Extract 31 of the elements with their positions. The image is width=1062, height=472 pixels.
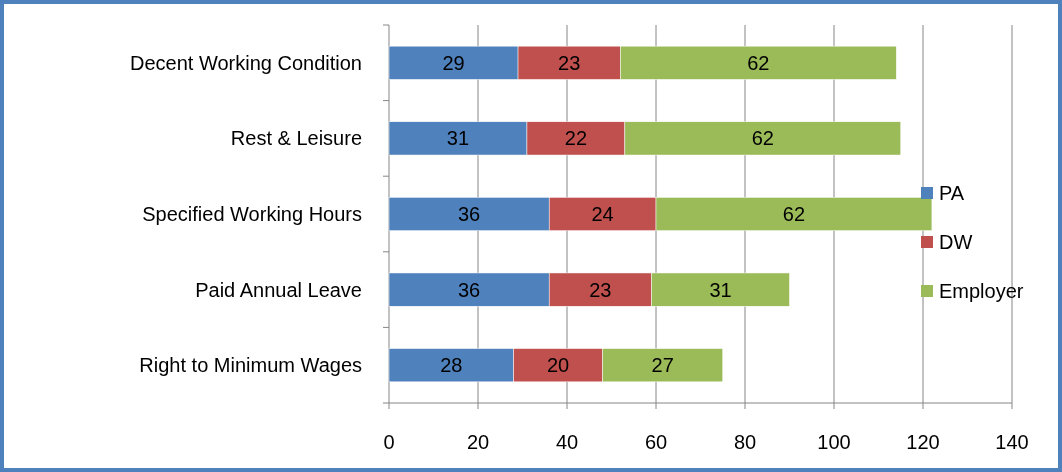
y-tick-label: Specified Working Hours — [142, 203, 362, 225]
data-label: 23 — [589, 278, 612, 301]
data-label: 23 — [558, 51, 581, 74]
x-tick-label: 20 — [466, 431, 490, 453]
data-label: 27 — [651, 354, 674, 377]
x-tick-label: 60 — [644, 431, 668, 453]
x-tick-label: 40 — [555, 431, 579, 453]
y-tick-label: Decent Working Condition — [130, 51, 362, 74]
x-tick-label: 0 — [383, 431, 395, 453]
x-tick-label: 80 — [733, 431, 757, 453]
legend-label: DW — [939, 231, 973, 253]
legend-label: PA — [939, 182, 965, 204]
x-tick-label: 140 — [995, 431, 1029, 453]
x-tick-label: 120 — [906, 431, 940, 453]
data-label: 29 — [442, 51, 465, 74]
data-label: 22 — [564, 127, 588, 150]
data-label: 62 — [751, 127, 774, 150]
x-tick-label: 100 — [817, 431, 851, 453]
y-tick-label: Paid Annual Leave — [195, 278, 362, 301]
data-label: 24 — [591, 203, 614, 225]
data-label: 20 — [546, 354, 570, 377]
data-label: 62 — [782, 203, 806, 225]
data-label: 31 — [709, 278, 732, 301]
data-label: 36 — [457, 278, 481, 301]
legend-label: Employer — [939, 280, 1024, 302]
y-tick-label: Right to Minimum Wages — [139, 354, 362, 377]
data-label: 31 — [446, 127, 470, 150]
data-label: 62 — [747, 51, 770, 74]
data-label: 36 — [457, 203, 481, 225]
data-label: 28 — [440, 354, 463, 377]
y-tick-label: Rest & Leisure — [230, 127, 362, 150]
